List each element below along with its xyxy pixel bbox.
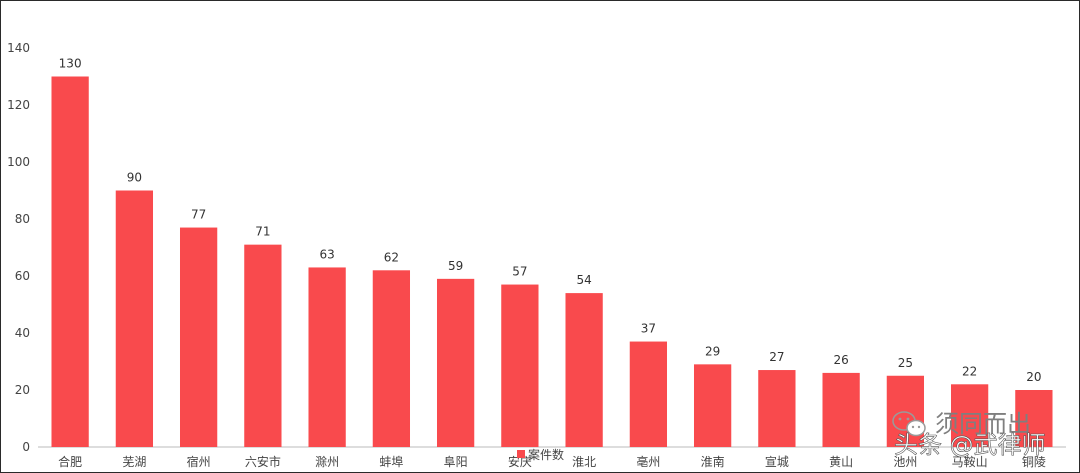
y-tick-label: 80 [15, 212, 30, 226]
category-label: 芜湖 [122, 454, 146, 469]
legend-swatch [517, 450, 525, 458]
category-label: 黄山 [829, 455, 853, 469]
bar-value-label: 57 [512, 265, 527, 279]
y-axis-ticks: 0 20 40 60 80 100 120 140 [7, 41, 30, 454]
y-tick-label: 0 [22, 440, 30, 454]
bar [115, 190, 154, 447]
value-labels: 130 90 77 71 63 62 59 57 54 37 29 27 26 25 22 20 [59, 57, 1042, 385]
category-label: 蚌埠 [379, 455, 403, 469]
bar [822, 372, 860, 447]
watermark-line2: 头条 @武律师 [894, 431, 1046, 459]
category-label: 亳州 [636, 454, 660, 469]
bar [244, 244, 282, 447]
bar-value-label: 29 [705, 344, 720, 358]
category-label: 滁州 [315, 454, 339, 469]
category-label: 马鞍山 [952, 454, 988, 469]
bar [436, 278, 475, 447]
y-tick-label: 40 [15, 326, 30, 340]
bar [758, 370, 796, 447]
category-label: 铜陵 [1022, 454, 1046, 469]
bar-value-label: 54 [576, 273, 591, 287]
bar-value-label: 27 [769, 350, 784, 364]
bars-group [51, 76, 1053, 447]
wechat-icon [892, 411, 926, 437]
bar-value-label: 130 [59, 57, 82, 71]
legend: 案件数 [517, 447, 564, 462]
bar [629, 341, 668, 447]
watermark: 须同而出 头条 @武律师 [892, 410, 1046, 459]
bar-value-label: 25 [898, 356, 913, 370]
category-label: 淮南 [701, 454, 725, 469]
bar-value-label: 59 [448, 259, 463, 273]
bar-value-label: 22 [962, 364, 977, 378]
bar [565, 293, 603, 447]
category-label: 淮北 [572, 455, 596, 469]
bar [308, 267, 346, 447]
legend-label: 案件数 [528, 447, 564, 462]
category-label: 宿州 [187, 454, 211, 469]
category-label: 合肥 [58, 454, 82, 469]
bar [1015, 390, 1053, 447]
y-tick-label: 120 [7, 98, 30, 112]
category-label: 阜阳 [444, 455, 468, 469]
category-label: 六安市 [245, 454, 281, 469]
category-label: 安庆 [508, 454, 532, 469]
bar-value-label: 20 [1026, 370, 1041, 384]
bar-value-label: 77 [191, 208, 206, 222]
bar [693, 364, 732, 447]
bar [51, 76, 89, 447]
bar-value-label: 90 [127, 171, 142, 185]
category-labels: 合肥 芜湖 宿州 六安市 滁州 蚌埠 阜阳 安庆 淮北 亳州 淮南 宣城 黄山 池州 马鞍山 铜陵 [58, 454, 1046, 469]
bar-value-label: 26 [833, 353, 848, 367]
bar [372, 270, 411, 447]
bar-value-label: 62 [384, 250, 399, 264]
category-label: 池州 [893, 455, 917, 469]
bar [179, 227, 218, 447]
y-tick-label: 20 [15, 383, 30, 397]
bar-value-label: 71 [255, 225, 270, 239]
bar-value-label: 63 [319, 247, 334, 261]
y-tick-label: 100 [7, 155, 30, 169]
category-label: 宣城 [765, 454, 789, 469]
y-tick-label: 60 [15, 269, 30, 283]
bar [950, 384, 989, 447]
bar [501, 284, 539, 447]
bar-value-label: 37 [641, 322, 656, 336]
watermark-line1: 须同而出 [935, 410, 1031, 438]
y-tick-label: 140 [7, 41, 30, 55]
